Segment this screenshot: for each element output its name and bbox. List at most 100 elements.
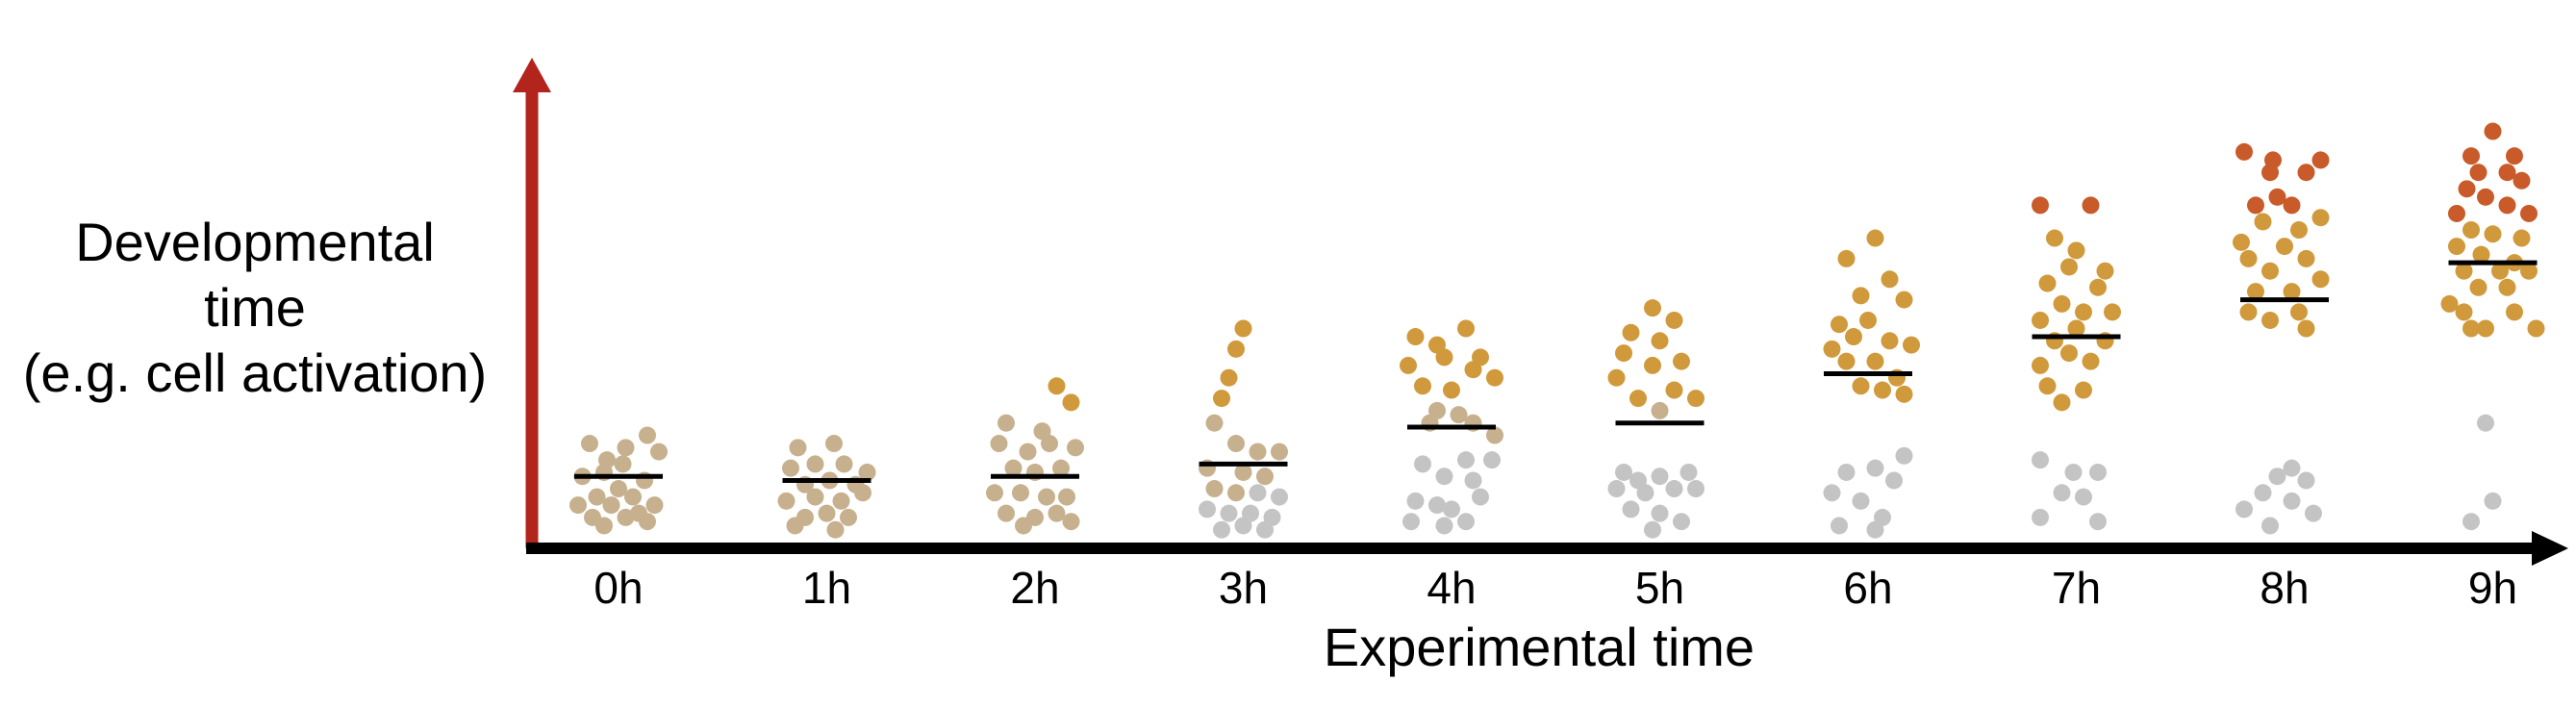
data-point [1859,311,1877,329]
data-point [2498,278,2516,296]
data-point-inactive [1895,446,1913,465]
data-point [2060,258,2078,276]
data-point-inactive [2089,463,2107,481]
data-point [2458,180,2476,198]
data-point-inactive [2254,484,2272,502]
data-point [2261,164,2279,182]
data-point [639,513,656,531]
data-point [1048,504,1066,522]
data-point [1486,368,1503,387]
data-point [617,439,635,457]
y-axis-label-line-2: time [204,277,306,338]
data-point [2498,164,2516,182]
data-point [1067,439,1084,457]
data-point [818,504,836,522]
data-point [2060,344,2078,363]
data-point [1874,381,1891,399]
data-point-inactive [2477,414,2494,432]
data-point [645,496,664,515]
data-point [1903,336,1920,354]
data-point [1227,340,1245,358]
data-point [825,435,843,453]
data-point [1062,393,1080,412]
data-point-inactive [1406,492,1425,510]
group-9h [2440,122,2545,531]
data-point [2053,393,2071,412]
x-tick-label: 9h [2468,563,2517,613]
data-point [1665,381,1683,399]
data-point [1443,381,1460,399]
x-tick-label: 1h [802,563,851,613]
data-point [2290,303,2308,321]
data-point [2038,274,2057,292]
data-point [569,496,587,515]
data-point-inactive [1622,500,1640,518]
data-point [1622,323,1640,341]
data-point [1220,368,1238,387]
data-point [1213,390,1230,408]
data-point [2067,241,2085,260]
data-point [854,484,871,502]
data-point [581,435,598,453]
x-tick-label: 0h [593,563,643,613]
data-point [2290,221,2308,240]
data-point-inactive [1679,463,1698,481]
data-point-inactive [2261,517,2279,535]
x-tick-label: 3h [1219,563,1268,613]
data-point [2455,262,2473,280]
y-axis-label-line-1: Developmental [75,212,435,272]
data-point [2239,249,2258,267]
data-point [2104,303,2121,321]
data-point [826,520,845,539]
data-point-inactive [1428,496,1446,515]
data-point [2283,196,2301,215]
data-point-inactive [1866,520,1884,539]
group-3h [1199,319,1288,539]
data-point-inactive [1271,488,1288,506]
data-point [2513,229,2531,247]
data-point [1019,442,1037,461]
data-point [639,426,656,444]
data-point [1271,442,1288,461]
data-point [2032,196,2049,215]
data-point [998,504,1015,522]
data-point [624,488,642,506]
data-point-inactive [2064,463,2083,481]
data-point [1015,517,1032,535]
data-point-inactive [1483,451,1501,469]
data-point [2448,238,2465,256]
data-point [2247,283,2264,301]
data-point [1644,299,1661,317]
data-point [2491,262,2509,280]
data-point-inactive [2235,500,2253,518]
data-point-inactive [1443,500,1460,518]
data-point [2477,319,2494,338]
x-tick-label: 8h [2260,563,2309,613]
data-point [1058,488,1075,506]
data-point [595,517,613,535]
data-point [1435,348,1453,367]
data-point [1895,385,1913,403]
data-point-inactive [1249,484,1267,502]
data-point-inactive [1823,484,1841,502]
group-5h [1607,299,1705,539]
data-point [1881,270,1899,289]
data-point [1615,344,1632,363]
data-point [2469,164,2488,182]
data-point [2297,319,2315,338]
data-point [1234,463,1252,481]
data-point [998,414,1015,432]
data-point-inactive [1199,500,1216,518]
data-point-inactive [1402,513,1420,531]
x-tick-label: 4h [1427,563,1476,613]
data-point [2038,377,2057,395]
group-1h [777,435,876,539]
data-point [1400,356,1417,374]
data-point-inactive [2032,451,2049,469]
data-point [2520,204,2538,222]
x-tick-label: 6h [1843,563,1892,613]
data-point [1852,287,1870,305]
data-point [1205,480,1224,498]
data-point [2254,213,2272,231]
data-point [614,455,632,473]
